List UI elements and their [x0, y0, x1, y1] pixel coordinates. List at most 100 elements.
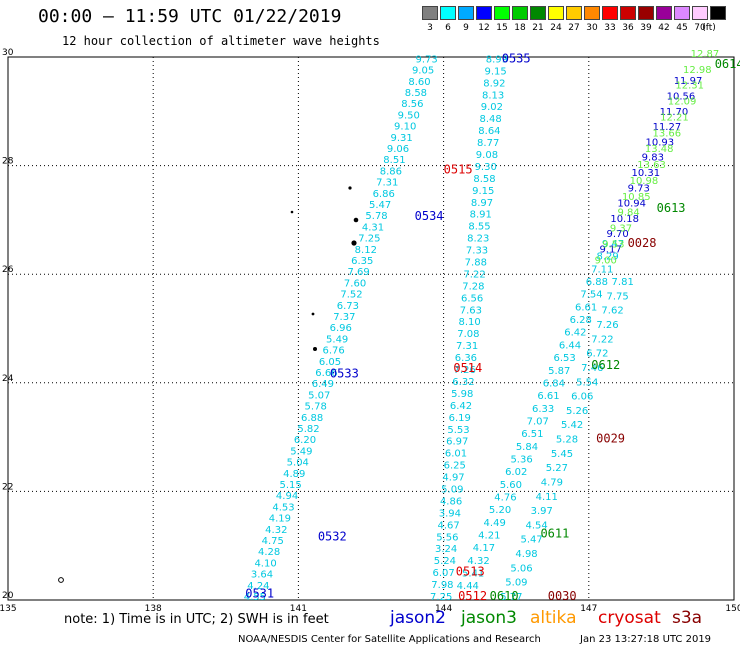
wave-height-value: 9.02 — [481, 102, 503, 113]
wave-height-value: 11.27 — [653, 122, 682, 133]
wave-height-value: 5.87 — [548, 366, 570, 377]
wave-height-value: 10.56 — [667, 91, 696, 102]
wave-height-value: 6.56 — [461, 293, 483, 304]
wave-height-value: 6.35 — [351, 256, 373, 267]
wave-height-value: 6.88 — [301, 413, 323, 424]
wave-height-value: 5.49 — [326, 334, 348, 345]
island-4 — [351, 240, 357, 246]
wave-height-value: 8.91 — [470, 210, 492, 221]
wave-height-value: 7.33 — [466, 246, 488, 257]
legend-label: 15 — [496, 23, 508, 33]
legend-swatch — [548, 6, 564, 20]
wave-height-value: 5.24 — [434, 556, 456, 567]
lat-tick-label: 28 — [2, 157, 14, 167]
wave-height-value: 5.28 — [556, 435, 578, 446]
wave-height-value: 6.66 — [315, 368, 337, 379]
legend-label: 36 — [622, 23, 634, 33]
legend-label: 39 — [640, 23, 652, 33]
wave-height-value: 4.28 — [258, 547, 280, 558]
track-0534-0535: 7.257.986.075.243.245.564.673.944.865.09… — [430, 54, 508, 603]
legend-unit: (ft) — [702, 23, 716, 33]
wave-height-value: 5.98 — [451, 389, 473, 400]
wave-height-value: 9.17 — [599, 244, 621, 255]
satellite-name: jason3 — [461, 608, 517, 628]
wave-height-value: 5.53 — [447, 425, 469, 436]
wave-height-value: 10.93 — [646, 137, 675, 148]
legend-label: 24 — [550, 23, 562, 33]
legend-label: 27 — [568, 23, 580, 33]
wave-height-value: 8.23 — [467, 234, 489, 245]
wave-height-value: 5.41 — [462, 568, 484, 579]
wave-height-value: 7.22 — [463, 269, 485, 280]
altimeter-tracks: 4.554.243.644.104.284.754.324.194.534.94… — [244, 49, 720, 603]
legend-label: 30 — [586, 23, 598, 33]
wave-height-value: 8.12 — [355, 245, 377, 256]
wave-height-value: 13.63 — [637, 160, 666, 171]
island-1 — [348, 186, 352, 190]
wave-height-value: 5.49 — [290, 446, 312, 457]
wave-height-value: 4.49 — [484, 518, 506, 529]
wave-height-value: 13.48 — [645, 144, 674, 155]
map-title: 00:00 – 11:59 UTC 01/22/2019 — [38, 6, 342, 27]
wave-height-value: 6.05 — [319, 357, 341, 368]
wave-height-value: 8.92 — [483, 78, 505, 89]
wave-height-value: 5.60 — [500, 480, 522, 491]
island-6 — [313, 347, 317, 351]
wave-height-value: 8.64 — [478, 126, 500, 137]
wave-height-value: 5.47 — [369, 200, 391, 211]
wave-height-value: 6.36 — [455, 353, 477, 364]
wave-height-value: 7.46 — [581, 363, 603, 374]
legend-swatch — [602, 6, 618, 20]
wave-height-value: 5.45 — [551, 449, 573, 460]
wave-height-value: 4.55 — [244, 592, 266, 603]
pass-label: 0028 — [628, 236, 657, 250]
legend-swatch — [422, 6, 438, 20]
wave-height-value: 6.51 — [521, 429, 543, 440]
wave-height-value: 10.94 — [617, 199, 646, 210]
legend-label: 21 — [532, 23, 544, 33]
wave-height-value: 7.75 — [606, 291, 628, 302]
wave-height-value: 8.55 — [468, 222, 490, 233]
wave-height-value: 6.53 — [553, 353, 575, 364]
legend-swatch — [620, 6, 636, 20]
wave-height-value: 5.78 — [365, 211, 387, 222]
wave-height-value: 4.32 — [265, 525, 287, 536]
wave-height-value: 11.70 — [660, 107, 689, 118]
wave-height-value: 5.15 — [280, 480, 302, 491]
wave-height-value: 6.96 — [330, 323, 352, 334]
wave-height-value: 12.87 — [691, 49, 720, 60]
wave-height-value: 4.10 — [254, 558, 276, 569]
wave-height-value: 10.85 — [622, 192, 651, 203]
wave-height-value: 9.73 — [628, 183, 650, 194]
island-2 — [290, 210, 294, 214]
wave-height-value: 9.00 — [595, 255, 617, 266]
wave-height-value: 8.77 — [477, 138, 499, 149]
pass-label: 0535 — [502, 51, 531, 65]
wave-height-value: 10.98 — [630, 176, 659, 187]
wave-height-value: 5.78 — [305, 402, 327, 413]
wave-height-value: 8.60 — [408, 77, 430, 88]
pass-label: 0533 — [330, 366, 359, 380]
track-0531-0533: 4.554.243.644.104.284.754.324.194.534.94… — [244, 54, 438, 603]
wave-height-value: 9.83 — [642, 153, 664, 164]
island-7 — [58, 577, 64, 583]
wave-height-value: 9.31 — [390, 133, 412, 144]
island-3 — [353, 217, 359, 223]
lat-tick-label: 20 — [2, 591, 14, 601]
wave-height-value: 9.15 — [484, 66, 506, 77]
pass-label: 0613 — [657, 201, 686, 215]
pass-label: 0515 — [444, 163, 473, 177]
wave-height-value: 9.06 — [387, 144, 409, 155]
wave-height-value: 7.31 — [456, 341, 478, 352]
lon-tick-label: 147 — [580, 604, 597, 614]
legend-swatch — [530, 6, 546, 20]
wave-height-value: 4.89 — [283, 469, 305, 480]
legend-swatch — [674, 6, 690, 20]
legend-swatch — [458, 6, 474, 20]
wave-height-value: 13.66 — [652, 128, 681, 139]
footer-note: note: 1) Time is in UTC; 2) SWH is in fe… — [64, 612, 329, 627]
pass-label: 0029 — [596, 432, 625, 446]
legend-swatch — [476, 6, 492, 20]
wave-height-value: 6.97 — [446, 437, 468, 448]
wave-height-value: 5.36 — [510, 454, 532, 465]
